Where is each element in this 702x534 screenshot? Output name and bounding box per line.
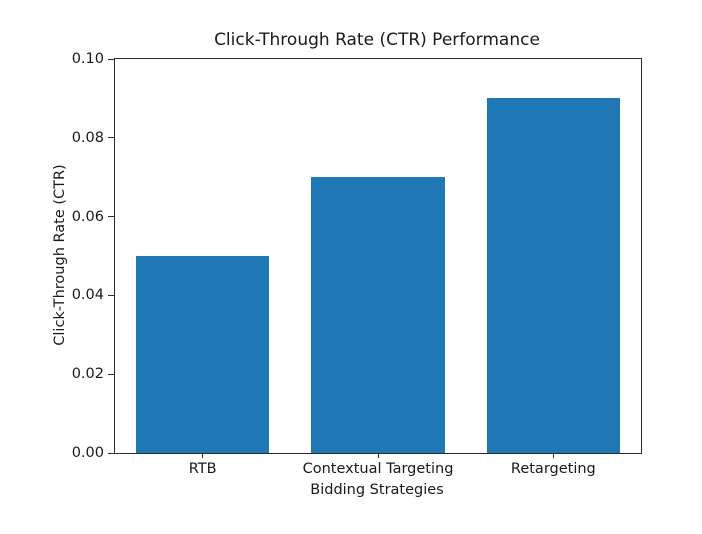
y-tick-label: 0.10 <box>71 51 104 67</box>
y-tick-label: 0.08 <box>71 129 104 146</box>
plot-area: RTB Contextual Targeting Retargeting 0.00 0.… <box>72 51 642 477</box>
chart-title: Click-Through Rate (CTR) Performance <box>214 30 540 50</box>
y-tick-label: 0.04 <box>71 287 104 304</box>
y-tick-mark <box>108 216 114 218</box>
x-tick-label: Retargeting <box>510 461 596 477</box>
x-tick-mark <box>377 453 379 458</box>
x-tick-mark <box>202 453 204 458</box>
bar-contextual-targeting <box>311 177 445 453</box>
bar-rtb <box>136 256 270 453</box>
y-axis-label: Click-Through Rate (CTR) <box>52 164 68 346</box>
x-tick-mark <box>552 453 554 458</box>
y-tick-mark <box>108 58 114 60</box>
y-tick-mark <box>108 452 114 454</box>
x-tick-label: RTB <box>188 461 217 477</box>
y-tick-mark <box>108 294 114 296</box>
bar-retargeting <box>486 98 620 453</box>
y-tick-mark <box>108 137 114 139</box>
y-tick-label: 0.06 <box>71 208 104 225</box>
y-tick-mark <box>108 373 114 375</box>
x-axis-label: Bidding Strategies <box>310 482 444 498</box>
y-tick-label: 0.02 <box>71 366 104 383</box>
y-tick-label: 0.00 <box>71 445 104 461</box>
x-tick-label: Contextual Targeting <box>302 461 454 477</box>
